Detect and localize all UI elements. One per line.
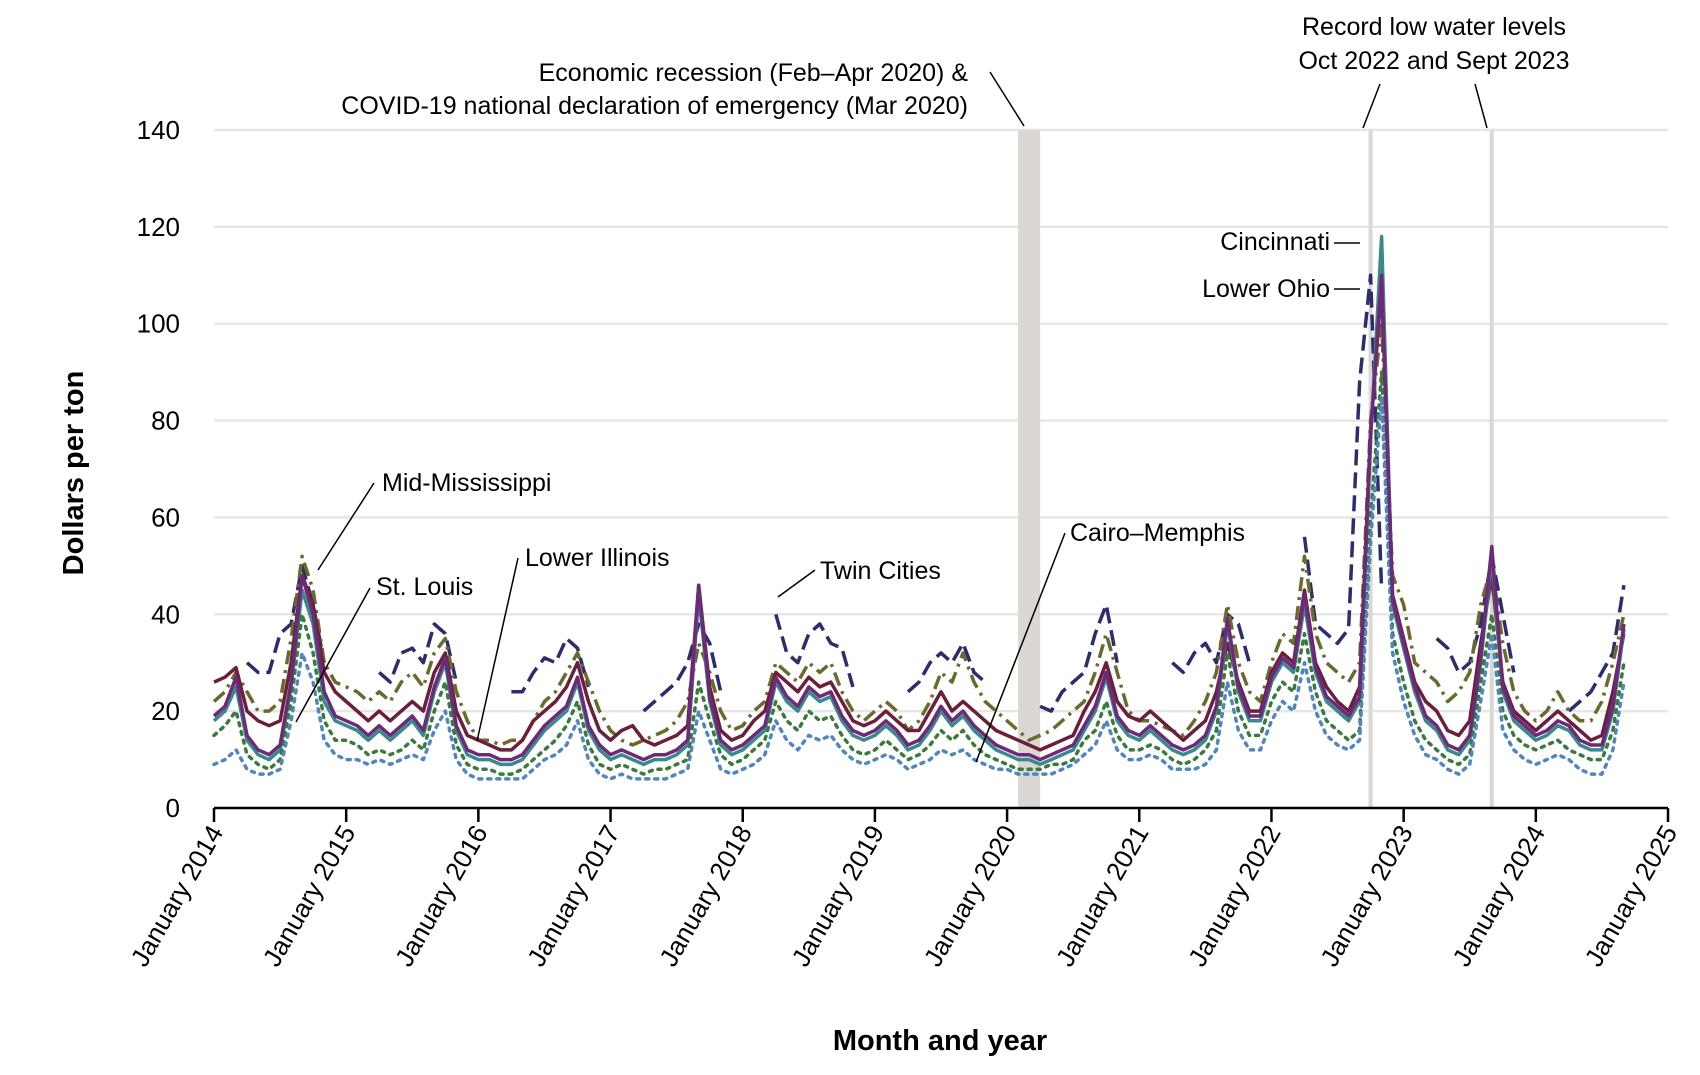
series-lines [212,234,1626,781]
y-tick-labels: 0 20 40 60 80 100 120 140 [137,115,180,823]
shaded-period-0 [1018,130,1041,808]
leader-cairo-memphis [975,532,1066,763]
series-label-st-louis: St. Louis [376,573,473,601]
y-tick-label-140: 140 [137,115,180,145]
recession-annotation-line-1: Economic recession (Feb–Apr 2020) & [539,59,969,87]
y-tick-label-0: 0 [166,793,180,823]
x-tick-label-9: January 2023 [1314,820,1419,971]
x-tick-label-5: January 2019 [785,820,890,971]
low-water-leader-sept-2023 [1474,83,1488,129]
x-tick-label-11: January 2025 [1578,820,1683,971]
x-tick-labels: January 2014 January 2015 January 2016 Janu… [124,820,1683,971]
leader-mid-mississippi [317,482,375,571]
leader-twin-cities [777,569,816,598]
x-tick-label-0: January 2014 [124,820,229,971]
x-axis-title: Month and year [833,1025,1047,1057]
x-tick-label-6: January 2020 [918,820,1023,971]
y-tick-label-60: 60 [151,502,180,532]
x-tick-label-7: January 2021 [1050,820,1155,971]
leader-lower-illinois [476,557,519,742]
y-axis-title: Dollars per ton [58,371,90,576]
low-water-leader-oct-2022 [1362,83,1381,129]
x-tick-label-10: January 2024 [1446,820,1551,971]
low-water-annotation-line-2: Oct 2022 and Sept 2023 [1298,47,1569,75]
gridlines [214,128,1668,713]
annotations: Economic recession (Feb–Apr 2020) & COVI… [295,13,1570,763]
series-line-st-louis [212,234,1626,767]
series-label-twin-cities: Twin Cities [820,557,941,585]
series-label-mid-mississippi: Mid-Mississippi [382,469,551,497]
y-tick-label-20: 20 [151,696,180,726]
y-tick-label-120: 120 [137,212,180,242]
leader-st-louis [295,587,371,723]
series-label-cairo-memphis: Cairo–Memphis [1070,519,1245,547]
series-line-lower-ohio [212,273,1626,762]
series-line-cincinnati [212,394,1626,781]
low-water-annotation-line-1: Record low water levels [1302,13,1566,41]
shaded-period-2 [1489,130,1494,808]
recession-annotation-line-2: COVID-19 national declaration of emergen… [341,92,968,120]
y-tick-label-40: 40 [151,599,180,629]
x-tick-label-4: January 2018 [653,820,758,971]
axes [212,806,1670,822]
y-tick-label-100: 100 [137,309,180,339]
x-tick-label-1: January 2015 [257,820,362,971]
series-label-lower-ohio: Lower Ohio [1202,275,1330,303]
y-tick-label-80: 80 [151,406,180,436]
recession-leader-line [989,71,1025,127]
x-tick-label-2: January 2016 [389,820,494,971]
series-label-lower-illinois: Lower Illinois [525,544,670,572]
x-tick-label-8: January 2022 [1182,820,1287,971]
x-tick-label-3: January 2017 [521,820,626,971]
series-label-cincinnati: Cincinnati [1220,228,1330,256]
